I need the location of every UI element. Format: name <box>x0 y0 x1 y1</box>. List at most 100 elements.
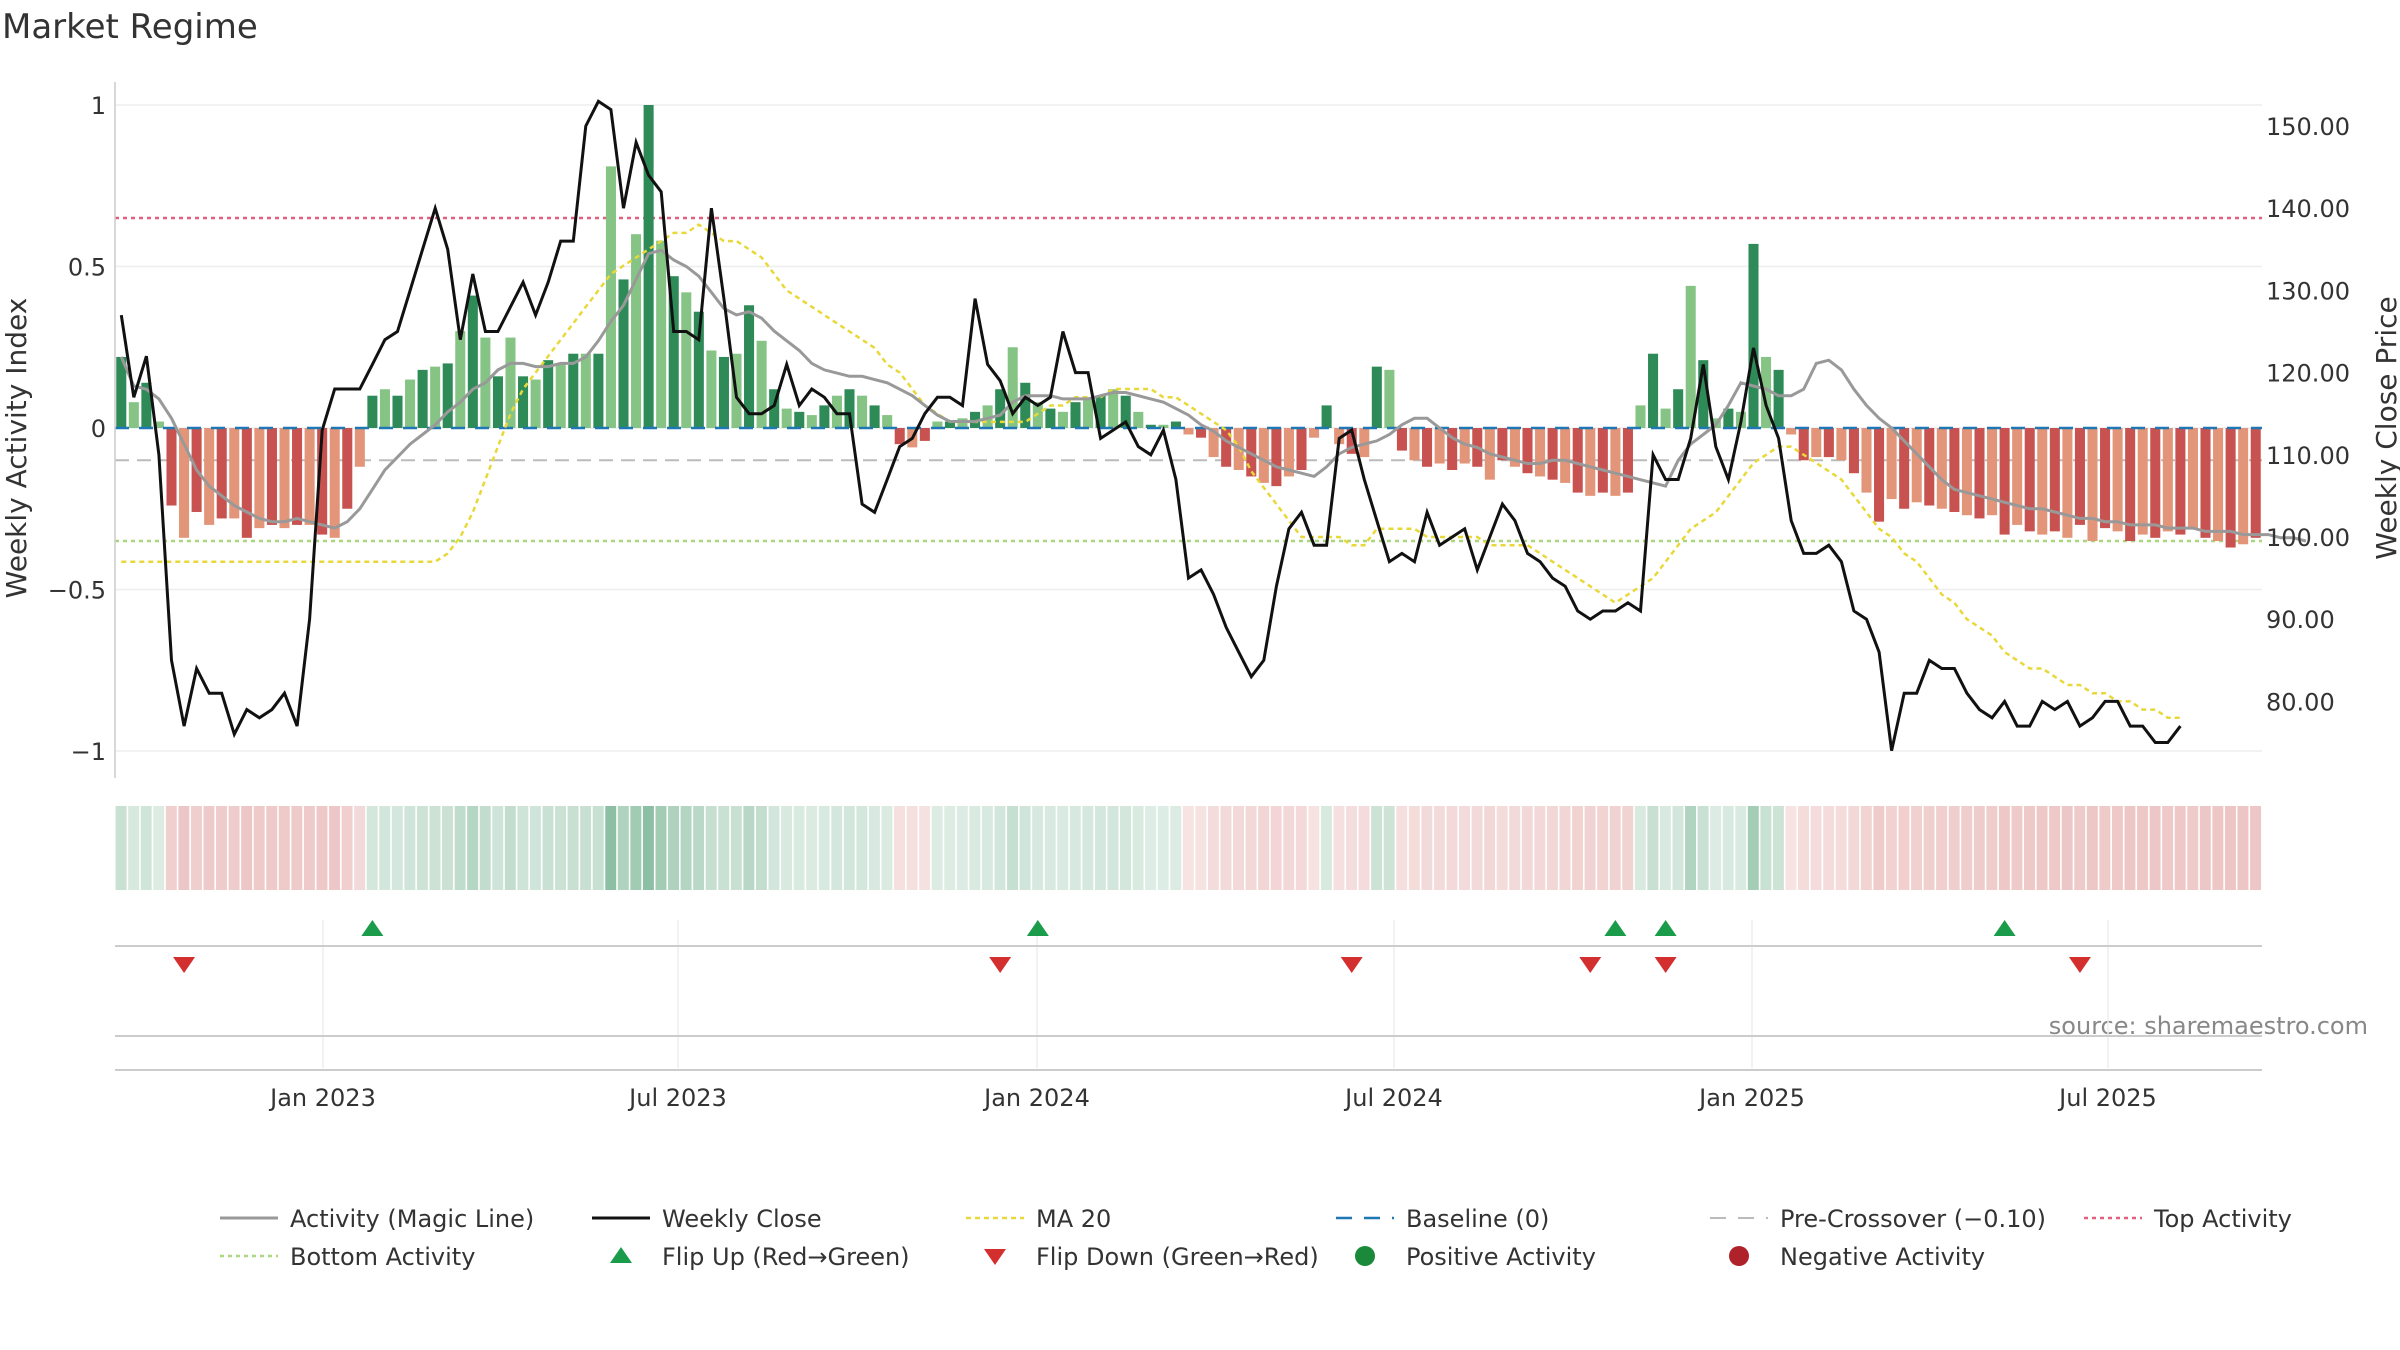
regime-cell <box>454 806 466 890</box>
activity-bar <box>1522 428 1533 474</box>
activity-bar <box>2074 428 2085 525</box>
activity-bar <box>2137 428 2148 535</box>
regime-cell <box>2149 806 2161 890</box>
regime-cell <box>2049 806 2061 890</box>
activity-bar <box>1007 347 1018 428</box>
activity-bar <box>1045 408 1056 428</box>
regime-cell <box>2137 806 2148 890</box>
legend-label: Top Activity <box>2153 1205 2292 1233</box>
activity-bar <box>1434 428 1445 464</box>
activity-bar <box>1572 428 1583 493</box>
activity-bar <box>1535 428 1546 477</box>
legend-item-ma20: MA 20 <box>966 1205 1111 1233</box>
regime-cell <box>216 806 227 890</box>
regime-cell <box>467 806 479 890</box>
activity-bar <box>1836 428 1847 461</box>
legend-item-positive: Positive Activity <box>1355 1243 1596 1271</box>
legend-item-baseline: Baseline (0) <box>1336 1205 1549 1233</box>
regime-cell <box>178 806 190 890</box>
activity-bar <box>718 356 729 428</box>
regime-cell <box>1245 806 1257 890</box>
regime-cell <box>266 806 278 890</box>
activity-bar <box>430 366 441 428</box>
activity-bar <box>1083 398 1094 428</box>
activity-bar <box>1899 428 1910 509</box>
activity-bar <box>492 376 503 428</box>
activity-bar <box>970 411 981 428</box>
activity-bar <box>932 421 943 428</box>
legend-label: Bottom Activity <box>290 1243 475 1271</box>
activity-bar <box>2024 428 2035 532</box>
regime-cell <box>2162 806 2174 890</box>
activity-bar <box>1422 428 1433 467</box>
legend-swatch-positive <box>1355 1246 1375 1266</box>
activity-bar <box>1748 243 1759 428</box>
activity-bar <box>1999 428 2010 535</box>
legend-label: Positive Activity <box>1406 1243 1596 1271</box>
regime-cell <box>2212 806 2224 890</box>
regime-cell <box>567 806 579 890</box>
activity-bar <box>1798 428 1809 461</box>
regime-cell <box>241 806 253 890</box>
legend-label: Activity (Magic Line) <box>290 1205 534 1233</box>
activity-bar <box>455 331 466 428</box>
activity-bar <box>1949 428 1960 512</box>
regime-cell <box>881 806 893 890</box>
regime-cell <box>2086 806 2098 890</box>
activity-bar <box>894 428 905 445</box>
regime-cell <box>1772 806 1784 890</box>
regime-cell <box>944 806 956 890</box>
regime-cell <box>1258 806 1270 890</box>
regime-cell <box>1383 806 1395 890</box>
regime-cell <box>442 806 453 890</box>
regime-cell <box>781 806 792 890</box>
activity-bar <box>1258 428 1269 483</box>
axes: 1 0.5 0 −0.5 −1 150.00 140.00 130.00 120.00 110.0… <box>48 82 2350 1112</box>
legend-item-flip_up: Flip Up (Red→Green) <box>610 1243 910 1271</box>
y-left-tick-label: −0.5 <box>48 577 106 605</box>
flip-down-marker <box>2068 957 2091 973</box>
flip-markers <box>173 920 2091 973</box>
activity-bar <box>1384 369 1395 428</box>
regime-cell <box>190 806 202 890</box>
legend-item-pre_cross: Pre-Crossover (−0.10) <box>1710 1205 2046 1233</box>
regime-cell <box>1308 806 1320 890</box>
activity-bar <box>354 428 365 467</box>
regime-cell <box>1207 806 1219 890</box>
regime-cell <box>1320 806 1332 890</box>
regime-cell <box>1509 806 1521 890</box>
regime-cell <box>768 806 780 890</box>
activity-bar <box>2162 428 2173 532</box>
regime-cell <box>1044 806 1056 890</box>
legend-item-close: Weekly Close <box>592 1205 822 1233</box>
activity-bar <box>379 389 390 428</box>
activity-bar <box>241 428 252 538</box>
regime-cell <box>1534 806 1546 890</box>
flip-down-marker <box>1579 957 1602 973</box>
y-right-tick-label: 130.00 <box>2266 277 2350 305</box>
flip-down-marker <box>1654 957 1677 973</box>
y-right-tick-label: 120.00 <box>2266 360 2350 388</box>
regime-cell <box>2111 806 2123 890</box>
regime-cell <box>128 806 140 890</box>
regime-cell <box>555 806 566 890</box>
regime-cell <box>2174 806 2186 890</box>
regime-cell <box>379 806 391 890</box>
regime-cell <box>868 806 880 890</box>
activity-bar <box>405 379 416 428</box>
regime-cell <box>831 806 843 890</box>
activity-bar <box>1396 428 1407 451</box>
regime-cell <box>994 806 1006 890</box>
activity-bar <box>342 428 353 509</box>
regime-cell <box>1421 806 1433 890</box>
regime-cell <box>1647 806 1659 890</box>
regime-cell <box>1459 806 1470 890</box>
activity-bar <box>1459 428 1470 464</box>
regime-cell <box>1735 806 1747 890</box>
activity-bar <box>1133 411 1144 428</box>
chart-title: Market Regime <box>2 7 258 47</box>
weekly-close-line <box>119 99 2182 752</box>
regime-cell <box>1973 806 1985 890</box>
regime-cell <box>1873 806 1885 890</box>
y-left-tick-label: 0 <box>91 415 106 443</box>
